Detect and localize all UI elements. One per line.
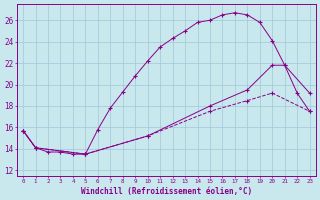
X-axis label: Windchill (Refroidissement éolien,°C): Windchill (Refroidissement éolien,°C) xyxy=(81,187,252,196)
